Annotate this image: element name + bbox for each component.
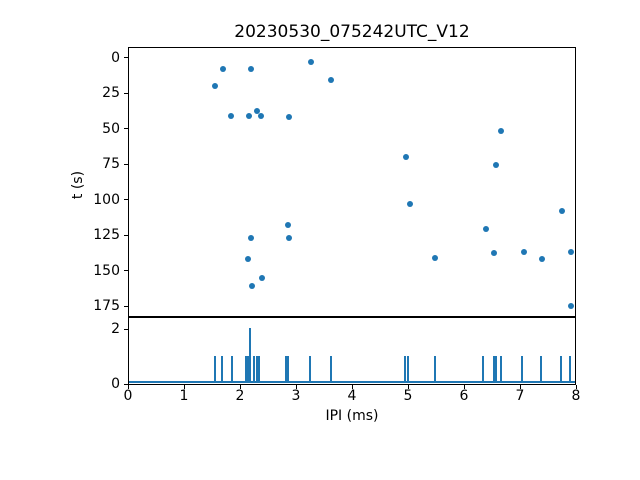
scatter-point — [285, 234, 292, 241]
x-tick-mark — [295, 385, 297, 389]
x-tick-label: 8 — [571, 388, 581, 404]
histogram-spike — [287, 355, 290, 383]
scatter-point — [257, 112, 264, 119]
histogram-spike — [404, 355, 407, 383]
histogram-spike — [245, 355, 248, 383]
x-tick-mark — [407, 385, 409, 389]
scatter-point — [248, 65, 255, 72]
x-tick-label: 6 — [459, 388, 469, 404]
scatter-plot-area — [128, 47, 576, 317]
histogram-spike — [406, 355, 409, 383]
scatter-point — [521, 248, 528, 255]
histogram-spike — [540, 355, 543, 383]
histogram-spike — [559, 355, 562, 383]
x-tick-mark — [127, 385, 129, 389]
scatter-point — [285, 221, 292, 228]
histogram-spike — [492, 355, 495, 383]
scatter-point — [492, 162, 499, 169]
y-axis-label: t (s) — [70, 170, 86, 200]
y-tick-mark — [123, 270, 128, 272]
x-tick-label: 5 — [403, 388, 413, 404]
x-tick-mark — [519, 385, 521, 389]
scatter-point — [228, 112, 235, 119]
scatter-point — [245, 112, 252, 119]
histogram-spike — [330, 355, 333, 383]
scatter-point — [286, 113, 293, 120]
y-tick-label: 0 — [111, 49, 120, 66]
x-tick-mark — [463, 385, 465, 389]
y-tick-label: 2 — [111, 321, 120, 337]
histogram-spike — [494, 355, 497, 383]
scatter-point — [491, 250, 498, 257]
scatter-point — [567, 248, 574, 255]
histogram-spike — [309, 355, 312, 383]
scatter-point — [211, 82, 218, 89]
x-axis-label: IPI (ms) — [325, 408, 379, 424]
x-tick-mark — [239, 385, 241, 389]
histogram-spike — [255, 355, 258, 383]
y-tick-mark — [123, 199, 128, 201]
histogram-baseline — [129, 381, 575, 383]
y-tick-mark — [123, 383, 128, 385]
scatter-point — [567, 302, 574, 309]
histogram-spike — [521, 355, 524, 383]
scatter-point — [558, 207, 565, 214]
y-tick-label: 25 — [102, 85, 120, 102]
x-tick-label: 1 — [179, 388, 189, 404]
y-tick-mark — [123, 57, 128, 59]
y-tick-mark — [123, 128, 128, 130]
scatter-point — [483, 226, 490, 233]
scatter-point — [402, 153, 409, 160]
y-tick-label: 0 — [111, 376, 120, 392]
histogram-spike — [220, 355, 223, 383]
y-tick-mark — [123, 328, 128, 330]
x-tick-mark — [351, 385, 353, 389]
y-tick-label: 150 — [93, 262, 120, 279]
scatter-point — [258, 274, 265, 281]
scatter-point — [498, 128, 505, 135]
scatter-point — [249, 283, 256, 290]
histogram-spike — [284, 355, 287, 383]
scatter-point — [328, 76, 335, 83]
scatter-point — [247, 234, 254, 241]
y-tick-label: 175 — [93, 298, 120, 315]
histogram-spike — [247, 355, 250, 383]
y-tick-mark — [123, 163, 128, 165]
histogram-spike — [213, 355, 216, 383]
scatter-point — [253, 108, 260, 115]
histogram-spike — [434, 355, 437, 383]
histogram-spike — [252, 355, 255, 383]
x-tick-label: 2 — [235, 388, 245, 404]
x-tick-mark — [575, 385, 577, 389]
histogram-plot-area — [128, 317, 576, 385]
histogram-spike — [248, 328, 251, 383]
x-tick-label: 3 — [291, 388, 301, 404]
histogram-spike — [257, 355, 260, 383]
scatter-point — [406, 200, 413, 207]
x-tick-mark — [183, 385, 185, 389]
chart-title: 20230530_075242UTC_V12 — [234, 22, 470, 42]
x-tick-label: 4 — [347, 388, 357, 404]
y-tick-mark — [123, 234, 128, 236]
x-tick-label: 7 — [515, 388, 525, 404]
scatter-point — [244, 256, 251, 263]
histogram-spike — [482, 355, 485, 383]
scatter-point — [539, 256, 546, 263]
scatter-point — [219, 65, 226, 72]
histogram-spike — [499, 355, 502, 383]
y-tick-mark — [123, 305, 128, 307]
histogram-spike — [231, 355, 234, 383]
y-tick-mark — [123, 92, 128, 94]
x-tick-label: 0 — [123, 388, 133, 404]
histogram-spike — [569, 355, 572, 383]
scatter-point — [432, 254, 439, 261]
scatter-point — [308, 58, 314, 65]
